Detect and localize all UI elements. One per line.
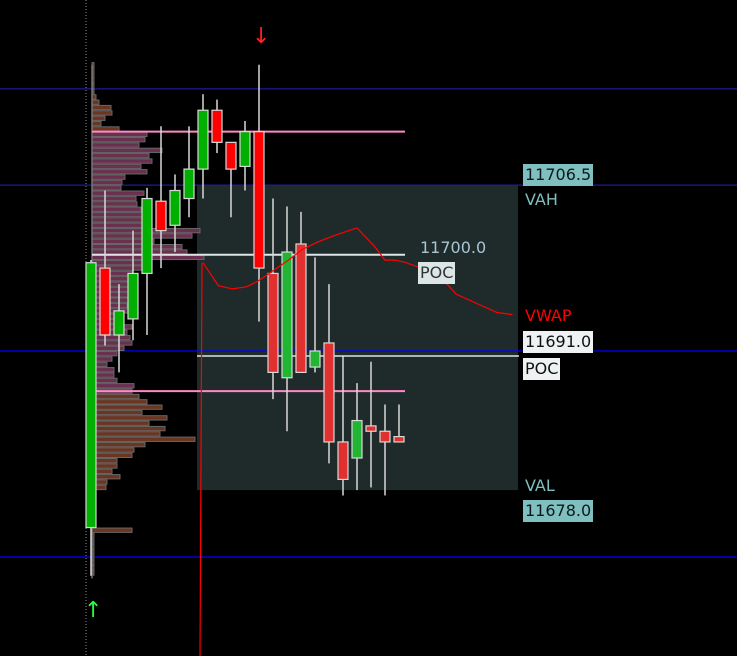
volume-profile-bar xyxy=(91,260,148,266)
bullish-candle xyxy=(85,262,97,529)
volume-profile-bar xyxy=(91,383,135,389)
volume-profile-bar xyxy=(91,158,153,164)
bullish-candle xyxy=(113,310,125,336)
session-start-line xyxy=(199,262,203,656)
bullish-candle xyxy=(197,109,209,170)
bearish-candle xyxy=(155,200,167,232)
bullish-candle xyxy=(141,197,153,275)
poc-text-label: POC xyxy=(418,262,456,284)
volume-profile-bar xyxy=(91,185,122,191)
poc-value-label: 11700.0 xyxy=(420,238,487,257)
volume-profile-bar xyxy=(91,308,133,314)
volume-profile-bar xyxy=(91,297,131,303)
volume-profile-bar xyxy=(91,195,137,202)
volume-profile-bar xyxy=(91,142,140,148)
val-price-label: 11678.0 xyxy=(523,500,594,522)
vah-text-label: VAH xyxy=(525,190,558,209)
volume-profile-bar xyxy=(91,399,148,405)
volume-profile-bar xyxy=(91,431,161,437)
bullish-candle xyxy=(281,251,293,379)
up-arrow-marker: ↑ xyxy=(84,598,103,623)
volume-profile-bar xyxy=(91,169,148,175)
bullish-candle xyxy=(239,131,251,168)
volume-profile-bar xyxy=(91,334,131,341)
bullish-candle xyxy=(169,189,181,226)
volume-profile-bar xyxy=(91,527,133,533)
volume-profile-bar xyxy=(91,104,112,111)
bearish-candle xyxy=(337,441,349,481)
volume-profile-bar xyxy=(91,126,120,132)
volume-profile-bar xyxy=(91,286,133,293)
volume-profile-bar xyxy=(91,115,106,121)
volume-profile-bar xyxy=(91,436,196,442)
current-poc-text-label: POC xyxy=(523,358,561,380)
bullish-candle xyxy=(127,272,139,320)
volume-profile-bar xyxy=(91,425,166,432)
bearish-candle xyxy=(323,342,335,443)
volume-profile-bar xyxy=(91,441,146,448)
vah-price-label: 11706.5 xyxy=(523,164,594,186)
volume-profile-bar xyxy=(91,270,133,277)
volume-profile-bar xyxy=(91,153,150,159)
volume-profile-bar xyxy=(91,404,163,410)
bullish-candle xyxy=(183,168,195,200)
volume-profile-bar xyxy=(91,415,168,421)
volume-profile-bar xyxy=(91,163,142,170)
volume-profile-bar xyxy=(91,452,133,458)
bearish-candle xyxy=(253,131,265,269)
volume-profile-bar xyxy=(91,206,142,212)
bearish-candle xyxy=(295,243,307,373)
vwap-line xyxy=(202,227,513,316)
bearish-candle xyxy=(225,141,237,170)
volume-profile-bar xyxy=(91,409,143,416)
volume-profile-bar xyxy=(91,447,135,453)
current-poc-price-label: 11691.0 xyxy=(523,331,594,353)
volume-profile-bar xyxy=(91,420,150,426)
bearish-candle xyxy=(267,272,279,373)
bearish-candle xyxy=(365,425,377,432)
down-arrow-marker: ↓ xyxy=(252,24,271,49)
vwap-label: VWAP xyxy=(525,306,572,325)
volume-profile-bar xyxy=(91,249,188,255)
volume-profile-bar xyxy=(91,131,148,137)
volume-profile-bar xyxy=(91,179,123,186)
volume-profile-bar xyxy=(91,217,148,223)
bullish-candle xyxy=(351,419,363,459)
volume-profile-bar xyxy=(91,120,102,127)
volume-profile-bar xyxy=(91,174,126,180)
volume-profile-bar xyxy=(91,393,140,400)
volume-profile-bar xyxy=(91,211,143,218)
volume-profile-bar xyxy=(91,340,133,346)
bearish-candle xyxy=(379,430,391,443)
volume-profile-bar xyxy=(91,147,163,154)
volume-profile-bar xyxy=(91,99,100,105)
volume-profile-bar xyxy=(91,137,146,143)
volume-profile-bar xyxy=(91,201,138,207)
bearish-candle xyxy=(99,267,111,336)
volume-profile-bar xyxy=(91,190,145,196)
bullish-candle xyxy=(309,350,321,368)
val-text-label: VAL xyxy=(525,476,555,495)
bearish-candle xyxy=(393,436,405,443)
volume-profile-bar xyxy=(91,276,131,282)
volume-profile-bar xyxy=(91,324,133,330)
volume-profile-bar xyxy=(91,110,113,116)
bearish-candle xyxy=(211,109,223,143)
